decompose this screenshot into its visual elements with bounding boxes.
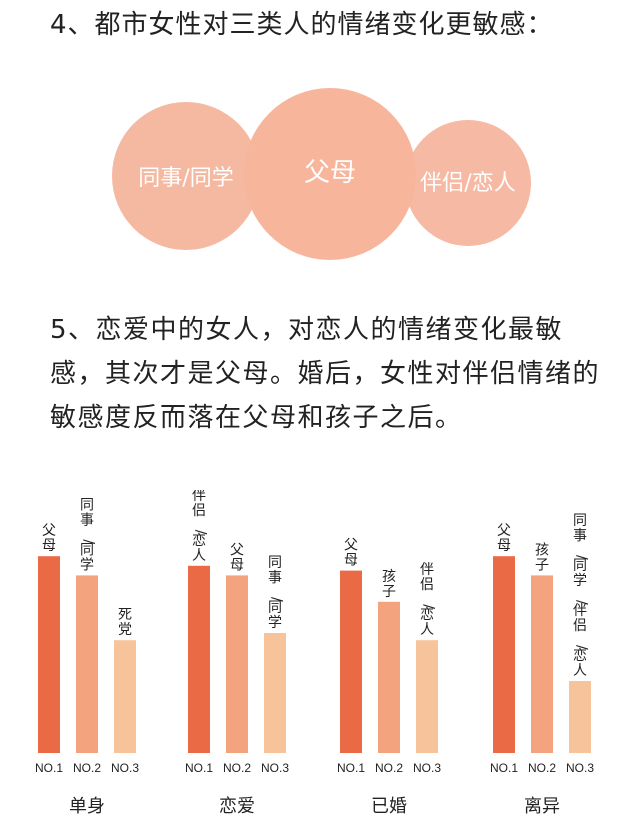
- bar-label-4-1: 父母: [497, 523, 511, 554]
- bar-2-2: [226, 575, 248, 753]
- rank-label-2-1: NO.1: [185, 761, 213, 775]
- venn-label-left: 同事/同学: [138, 166, 233, 191]
- bar-label-2-3: 同事/同学: [268, 555, 285, 631]
- heading-4: 4、都市女性对三类人的情绪变化更敏感：: [50, 10, 554, 40]
- bar-4-2: [531, 575, 553, 753]
- bar-label-4-2: 孩子: [535, 542, 549, 573]
- bar-label-2-2: 父母: [230, 542, 244, 573]
- venn-circle-left: [112, 102, 260, 250]
- venn-diagram: 同事/同学 父母 伴侣/恋人: [112, 88, 531, 260]
- bar-1-1: [38, 556, 60, 753]
- group-label-4: 离异: [524, 796, 560, 817]
- rank-label-1-1: NO.1: [35, 761, 63, 775]
- rank-label-4-1: NO.1: [490, 761, 518, 775]
- rank-label-4-2: NO.2: [528, 761, 556, 775]
- venn-label-right: 伴侣/恋人: [420, 171, 515, 196]
- bar-4-3: [569, 681, 591, 753]
- bar-label-3-3: 伴侣/恋人: [420, 562, 437, 638]
- rank-label-1-3: NO.3: [111, 761, 139, 775]
- bar-label-3-2: 孩子: [382, 569, 396, 600]
- rank-label-2-2: NO.2: [223, 761, 251, 775]
- rank-label-3-2: NO.2: [375, 761, 403, 775]
- bar-label-1-3: 死党: [118, 607, 132, 638]
- bar-2-1: [188, 565, 210, 753]
- bar-2-3: [264, 633, 286, 753]
- rank-label-2-3: NO.3: [261, 761, 289, 775]
- venn-circle-right: [405, 120, 531, 246]
- bar-1-2: [76, 575, 98, 753]
- venn-circle-center: [244, 88, 416, 260]
- bar-3-2: [378, 601, 400, 753]
- bar-label-1-2: 同事/同学: [80, 497, 97, 573]
- rank-label-4-3: NO.3: [566, 761, 594, 775]
- bar-1-3: [114, 640, 136, 753]
- bar-4-1: [493, 556, 515, 753]
- venn-label-center: 父母: [304, 158, 356, 188]
- rank-label-1-2: NO.2: [73, 761, 101, 775]
- bar-label-4-3: 同事/同学/伴侣/恋人: [573, 513, 590, 679]
- rank-label-3-3: NO.3: [413, 761, 441, 775]
- group-label-2: 恋爱: [219, 795, 255, 817]
- group-label-3: 已婚: [371, 796, 407, 817]
- bar-3-1: [340, 570, 362, 753]
- bar-label-3-1: 父母: [344, 538, 358, 569]
- ranking-bar-chart: 父母 NO.1 同事/同学 NO.2 死党 NO.3 单身 伴侣/恋人 NO.1 父母 NO.2 同事…: [35, 490, 594, 817]
- bar-label-2-1: 伴侣/恋人: [192, 490, 209, 564]
- paragraph-5: 5、恋爱中的女人，对恋人的情绪变化最敏感，其次才是父母。婚后，女性对伴侣情绪的敏…: [50, 315, 601, 433]
- bar-label-1-1: 父母: [42, 523, 56, 554]
- bar-3-3: [416, 640, 438, 753]
- group-label-1: 单身: [69, 796, 105, 817]
- rank-label-3-1: NO.1: [337, 761, 365, 775]
